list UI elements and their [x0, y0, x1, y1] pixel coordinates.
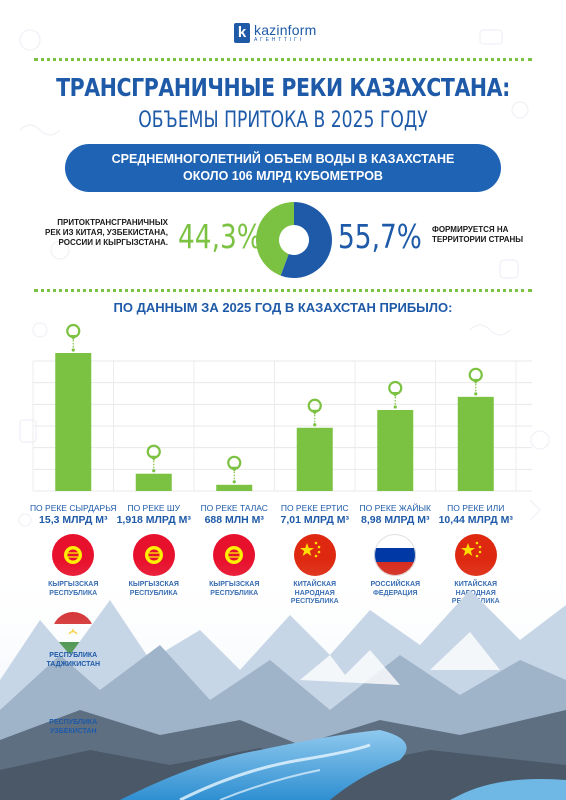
- domestic-description: ФОРМИРУЕТСЯ НА ТЕРРИТОРИИ СТРАНЫ: [432, 225, 524, 244]
- river-name: ПО РЕКЕ ЕРТИС: [280, 503, 349, 513]
- bar-2: [216, 484, 253, 491]
- banner-line-2: ОКОЛО 106 МЛРД КУБОМЕТРОВ: [183, 169, 383, 183]
- river-name: ПО РЕКЕ ШУ: [127, 503, 181, 513]
- river-value: 10,44 МЛРД М³: [438, 514, 513, 526]
- map-pin-icon: [66, 323, 81, 352]
- donut-chart: [256, 202, 332, 278]
- banner: СРЕДНЕМНОГОЛЕТНИЙ ОБЪЕМ ВОДЫ В КАЗАХСТАН…: [65, 144, 501, 192]
- bar-5: [457, 396, 494, 491]
- country-name-line: РЕСПУБЛИКА: [49, 719, 98, 726]
- map-pin-icon: [388, 380, 403, 409]
- country-name-line: РЕСПУБЛИКА: [49, 652, 98, 659]
- page-title: ТРАНСГРАНИЧНЫЕ РЕКИ КАЗАХСТАНА:: [56, 73, 510, 102]
- banner-line-1: СРЕДНЕМНОГОЛЕТНИЙ ОБЪЕМ ВОДЫ В КАЗАХСТАН…: [111, 152, 455, 166]
- logo-name: kazinform: [254, 22, 317, 38]
- river-label-0: ПО РЕКЕ СЫРДАРЬЯ 15,3 МЛРД М³: [29, 503, 117, 526]
- river-label-1: ПО РЕКЕ ШУ 1,918 МЛРД М³: [110, 503, 198, 526]
- inflow-description: ПРИТОКТРАНСГРАНИЧНЫХ РЕК ИЗ КИТАЯ, УЗБЕК…: [45, 218, 168, 247]
- donut-slice-inflow: [256, 202, 294, 276]
- map-pin-icon: [146, 444, 161, 473]
- section-title: ПО ДАННЫМ ЗА 2025 ГОД В КАЗАХСТАН ПРИБЫЛ…: [113, 300, 453, 315]
- country-name-line: УЗБЕКИСТАН: [49, 727, 97, 735]
- river-name: ПО РЕКЕ ТАЛАС: [200, 503, 268, 513]
- river-value: 8,98 МЛРД М³: [361, 514, 430, 526]
- river-label-5: ПО РЕКЕ ИЛИ 10,44 МЛРД М³: [432, 503, 520, 526]
- river-value: 15,3 МЛРД М³: [39, 514, 108, 526]
- donut-slice-domestic: [280, 202, 332, 278]
- logo-k-icon: k: [234, 23, 250, 43]
- bar-0: [55, 353, 92, 491]
- river-label-2: ПО РЕКЕ ТАЛАС 688 МЛН М³: [190, 503, 278, 526]
- chart-grid: [32, 360, 532, 492]
- map-pin-icon: [468, 367, 483, 396]
- river-value: 688 МЛН М³: [204, 514, 264, 526]
- logo-subtitle: АГЕНТТIГI: [254, 37, 304, 43]
- extra-country-name-0: РЕСПУБЛИКА ТАДЖИКИСТАН: [29, 652, 117, 669]
- river-name: ПО РЕКЕ СЫРДАРЬЯ: [29, 503, 117, 513]
- map-pin-icon: [307, 398, 322, 427]
- bar-3: [296, 427, 333, 491]
- river-name: ПО РЕКЕ ЖАЙЫК: [359, 503, 431, 513]
- kazinform-logo: k kazinform АГЕНТТIГI: [234, 22, 316, 44]
- divider-middle: [34, 289, 532, 292]
- river-value: 1,918 МЛРД М³: [116, 514, 191, 526]
- page-subtitle: ОБЪЕМЫ ПРИТОКА В 2025 ГОДУ: [138, 108, 428, 133]
- map-pin-icon: [227, 455, 242, 484]
- bar-4: [377, 410, 414, 491]
- bar-1: [135, 473, 172, 491]
- inflow-percent: 44,3%: [178, 217, 262, 256]
- river-name: ПО РЕКЕ ИЛИ: [447, 503, 505, 513]
- river-label-4: ПО РЕКЕ ЖАЙЫК 8,98 МЛРД М³: [351, 503, 439, 526]
- river-value: 7,01 МЛРД М³: [280, 514, 349, 526]
- mountain-river-illustration: [0, 560, 566, 800]
- river-label-3: ПО РЕКЕ ЕРТИС 7,01 МЛРД М³: [271, 503, 359, 526]
- domestic-percent: 55,7%: [338, 217, 422, 256]
- divider-top: [34, 58, 532, 61]
- country-name-line: ТАДЖИКИСТАН: [46, 660, 101, 668]
- extra-country-name-1: РЕСПУБЛИКА УЗБЕКИСТАН: [29, 719, 117, 736]
